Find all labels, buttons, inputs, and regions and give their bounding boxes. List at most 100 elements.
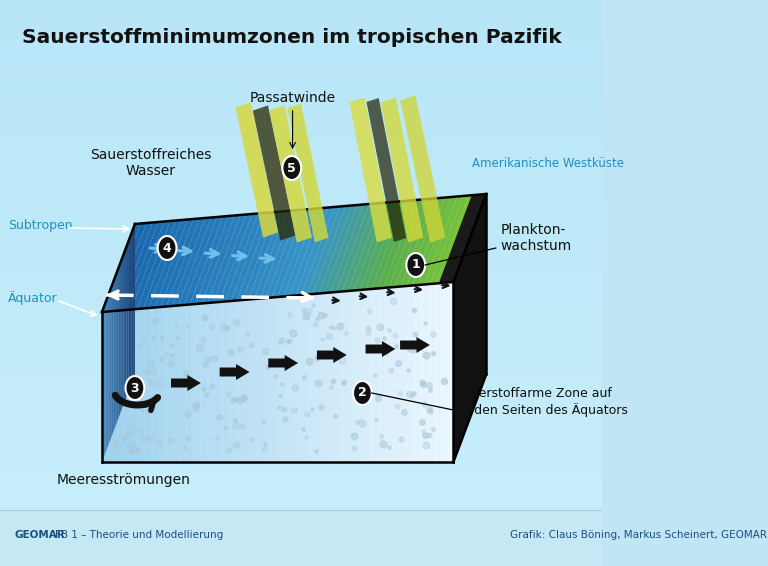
Polygon shape [231, 212, 270, 301]
Polygon shape [290, 208, 328, 296]
Polygon shape [372, 200, 410, 289]
Polygon shape [123, 310, 130, 462]
Bar [0, 217, 602, 230]
Polygon shape [131, 229, 134, 383]
Polygon shape [149, 220, 187, 308]
Polygon shape [412, 197, 452, 285]
Bar [0, 358, 602, 371]
Polygon shape [109, 311, 116, 462]
Polygon shape [207, 302, 214, 462]
Polygon shape [118, 264, 120, 418]
Polygon shape [317, 347, 346, 363]
Polygon shape [446, 282, 453, 462]
Polygon shape [348, 290, 355, 462]
Polygon shape [214, 302, 221, 462]
Bar [0, 205, 602, 217]
Bar [0, 461, 602, 474]
Polygon shape [336, 204, 375, 292]
Bar [0, 294, 602, 307]
Polygon shape [299, 294, 306, 462]
Polygon shape [401, 198, 439, 286]
Text: Grafik: Claus Böning, Markus Scheinert, GEOMAR: Grafik: Claus Böning, Markus Scheinert, … [510, 530, 767, 540]
Bar [0, 179, 602, 192]
Polygon shape [270, 105, 312, 243]
Polygon shape [313, 293, 319, 462]
Polygon shape [172, 306, 179, 462]
Bar [0, 166, 602, 179]
Polygon shape [424, 196, 463, 285]
Text: GEOMAR: GEOMAR [14, 530, 65, 540]
Polygon shape [395, 199, 434, 287]
Bar [0, 510, 602, 566]
Polygon shape [178, 217, 217, 306]
Polygon shape [225, 213, 263, 302]
Polygon shape [400, 96, 445, 243]
Polygon shape [161, 218, 200, 307]
Bar [0, 474, 602, 486]
Polygon shape [105, 299, 107, 453]
Text: Subtropen: Subtropen [8, 218, 72, 231]
Polygon shape [359, 201, 399, 290]
Polygon shape [257, 298, 263, 462]
Polygon shape [220, 364, 250, 380]
Polygon shape [201, 215, 240, 303]
Text: Sauerstoffarme Zone auf
beiden Seiten des Äquators: Sauerstoffarme Zone auf beiden Seiten de… [455, 387, 628, 417]
Polygon shape [125, 246, 127, 400]
Circle shape [406, 253, 425, 277]
Polygon shape [122, 255, 124, 409]
Polygon shape [214, 214, 252, 302]
Polygon shape [419, 196, 457, 285]
Text: 2: 2 [358, 387, 367, 400]
Polygon shape [221, 301, 229, 462]
Polygon shape [190, 216, 229, 305]
Polygon shape [187, 304, 194, 462]
Bar [0, 397, 602, 410]
Text: 4: 4 [163, 242, 171, 255]
Polygon shape [111, 286, 112, 440]
Polygon shape [425, 284, 432, 462]
Polygon shape [439, 282, 446, 462]
Text: 1: 1 [412, 259, 420, 272]
Polygon shape [200, 303, 207, 462]
Polygon shape [278, 297, 285, 462]
Polygon shape [272, 209, 310, 298]
Polygon shape [207, 215, 247, 303]
Bar [0, 499, 602, 512]
Text: Plankton-
wachstum: Plankton- wachstum [501, 223, 571, 253]
Polygon shape [301, 207, 340, 295]
Polygon shape [330, 204, 369, 293]
Bar [0, 320, 602, 333]
Polygon shape [389, 199, 428, 288]
Polygon shape [435, 195, 475, 284]
Text: 3: 3 [131, 381, 139, 395]
Polygon shape [354, 202, 392, 290]
Text: Meeresströmungen: Meeresströmungen [57, 473, 190, 487]
Polygon shape [165, 306, 172, 462]
Polygon shape [439, 194, 486, 282]
Polygon shape [366, 201, 405, 289]
Polygon shape [172, 217, 211, 306]
Polygon shape [253, 105, 296, 241]
Polygon shape [102, 307, 104, 462]
Polygon shape [124, 250, 125, 405]
Polygon shape [411, 285, 419, 462]
Bar [0, 64, 602, 77]
Polygon shape [158, 307, 165, 462]
Polygon shape [151, 307, 158, 462]
Text: Passatwinde: Passatwinde [250, 91, 336, 105]
Polygon shape [102, 311, 109, 462]
Polygon shape [171, 375, 200, 391]
Circle shape [157, 236, 177, 260]
Polygon shape [128, 237, 130, 392]
Polygon shape [137, 221, 176, 309]
Polygon shape [236, 300, 243, 462]
Polygon shape [254, 211, 293, 299]
Polygon shape [419, 284, 425, 462]
Polygon shape [237, 212, 276, 301]
Bar [0, 128, 602, 141]
Polygon shape [263, 298, 270, 462]
Polygon shape [390, 287, 397, 462]
Bar [0, 371, 602, 384]
Polygon shape [306, 294, 313, 462]
Polygon shape [327, 292, 334, 462]
